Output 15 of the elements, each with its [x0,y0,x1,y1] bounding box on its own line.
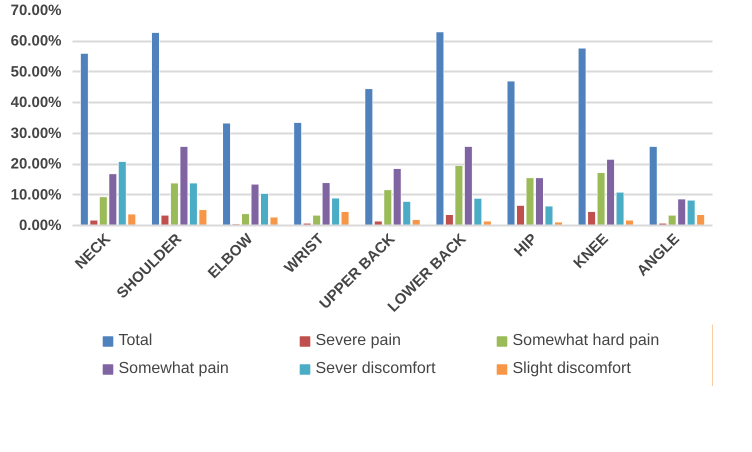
legend-label: Somewhat hard pain [512,332,660,350]
legend-label: Sever discomfort [316,360,437,378]
y-tick-label: 20.00% [10,156,62,173]
y-tick-label: 70.00% [10,2,62,19]
legend-label: Slight discomfort [512,360,632,378]
y-tick-label: 60.00% [10,32,62,50]
y-tick-label: 50.00% [10,63,62,80]
y-tick-label: 10.00% [10,186,62,204]
legend-label: Somewhat pain [118,360,230,378]
y-tick-label: 0.00% [18,217,62,234]
legend-label: Severe pain [316,332,402,350]
y-tick-label: 40.00% [10,94,62,112]
x-tick-label: HIP [511,230,541,260]
legend-label: Total [118,332,154,350]
y-tick-label: 30.00% [10,124,62,142]
